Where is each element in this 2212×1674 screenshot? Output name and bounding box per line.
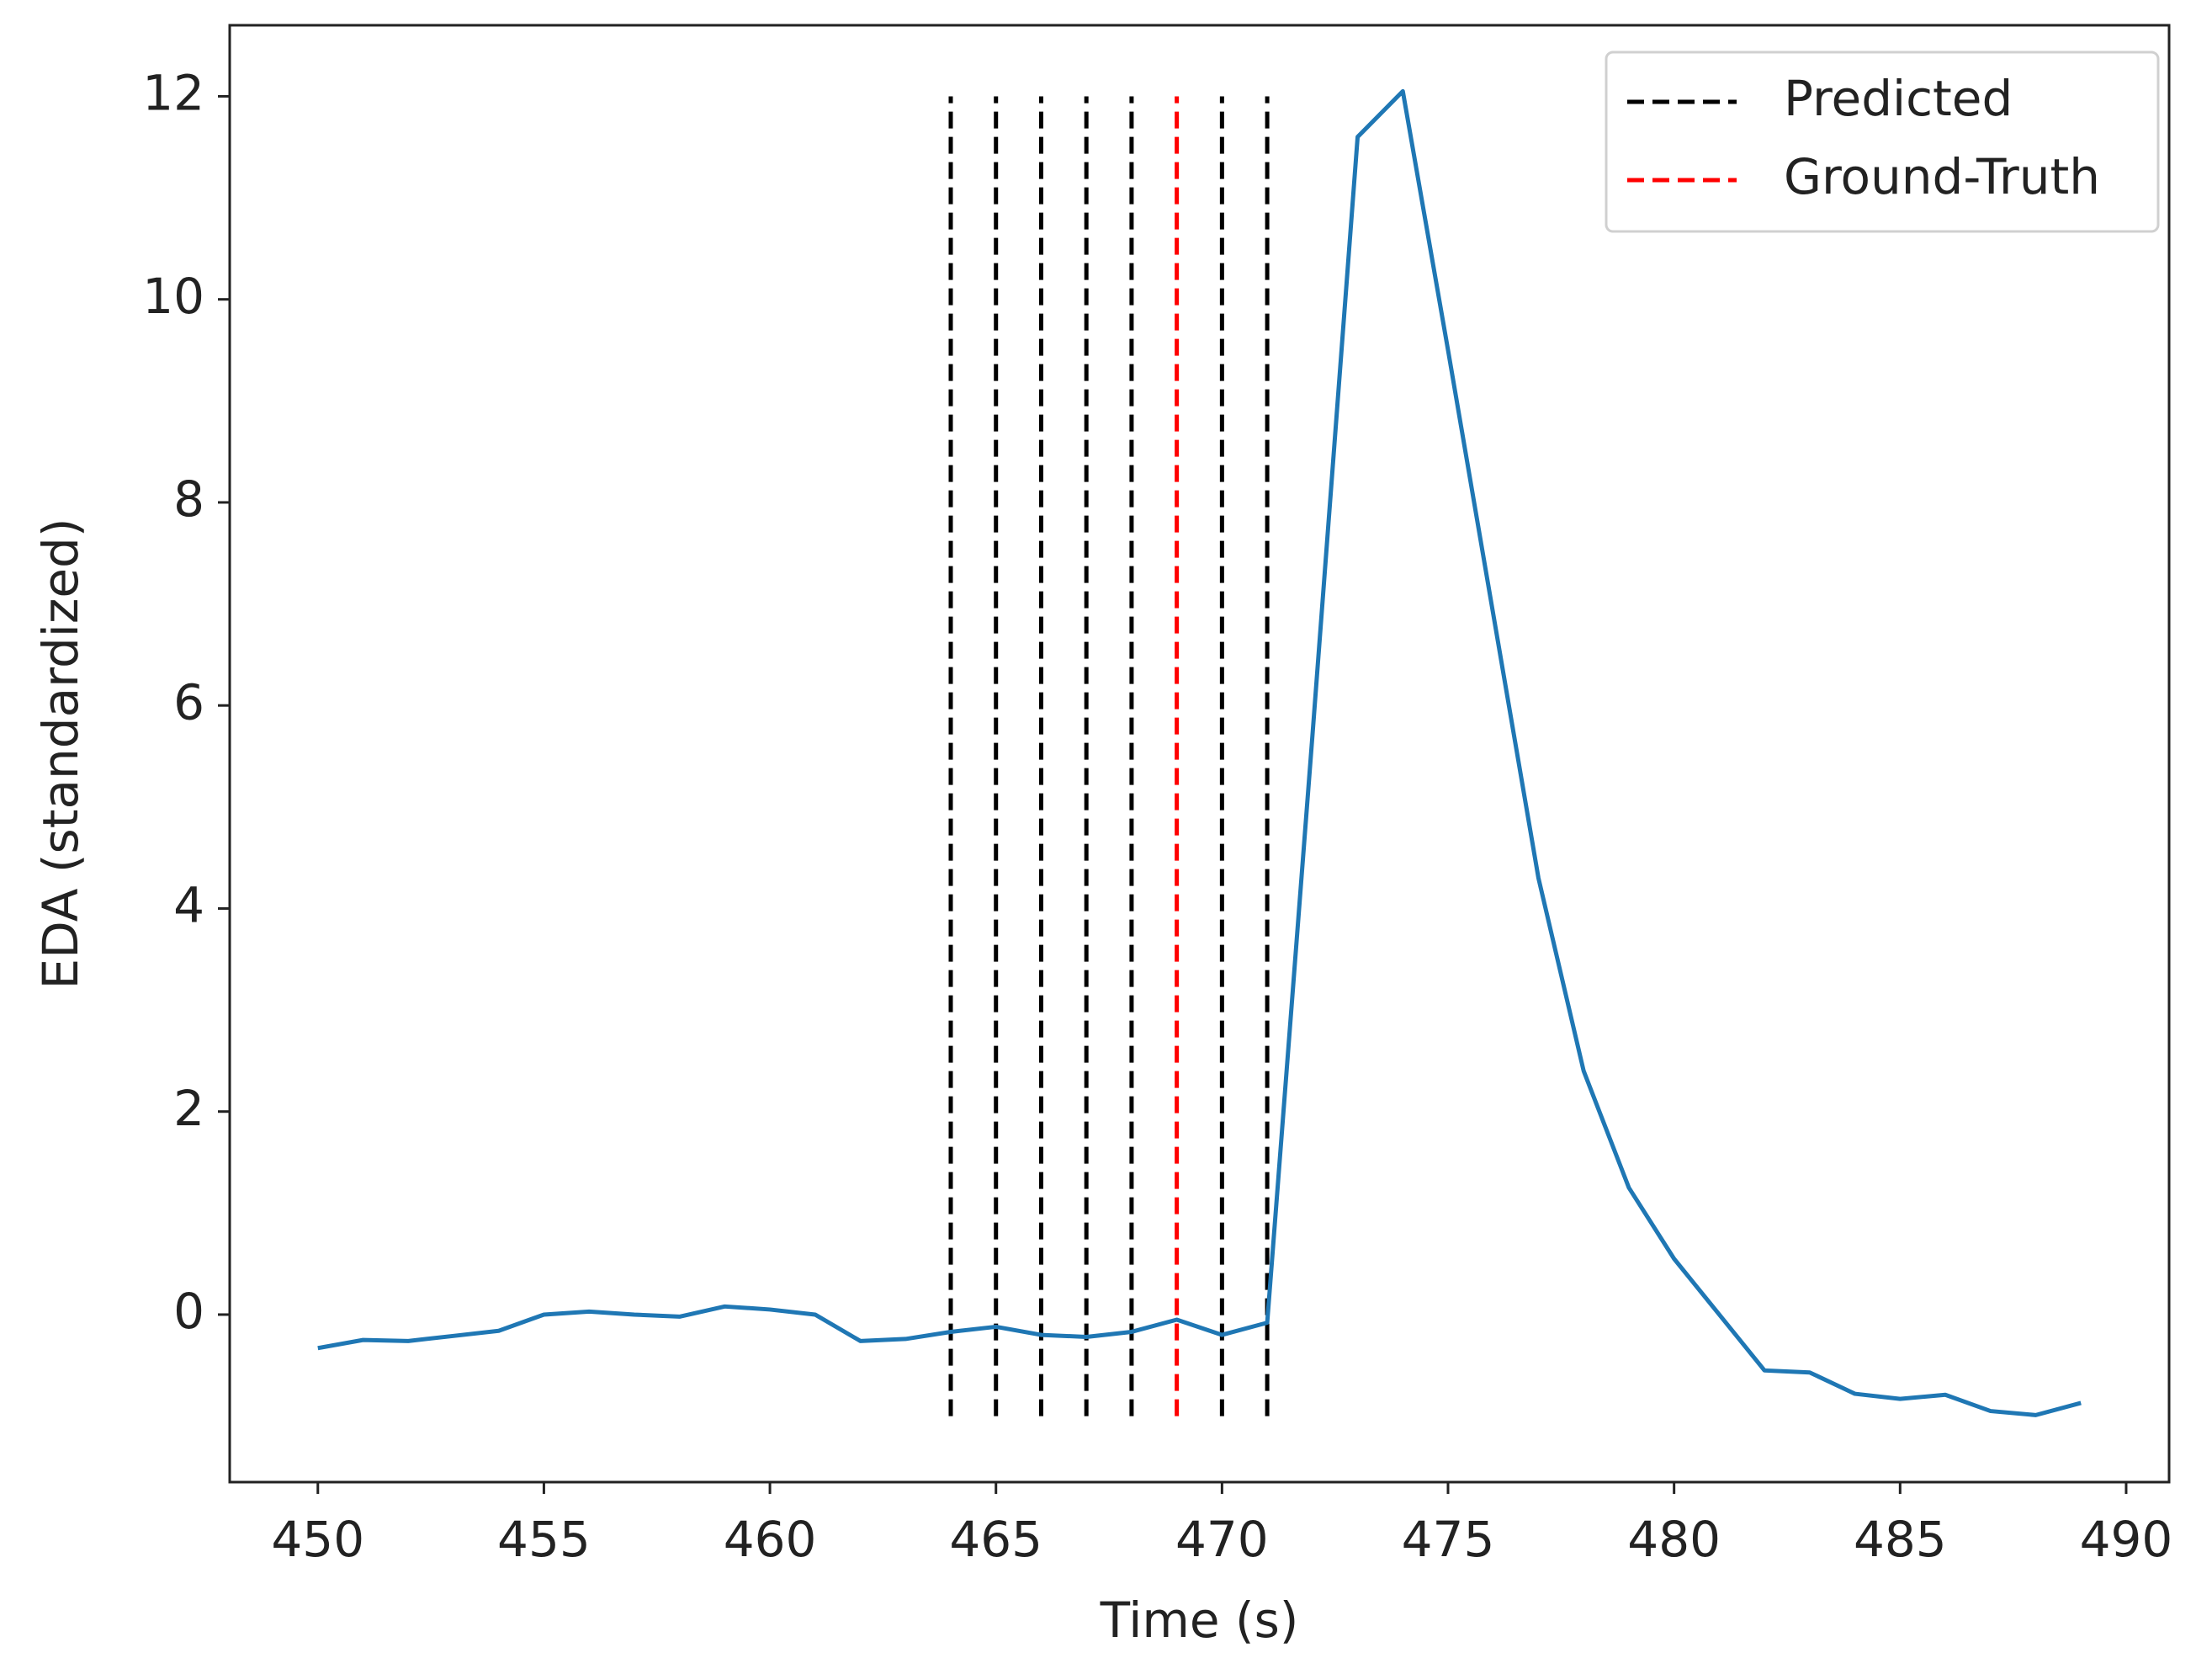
legend-label: Ground-Truth bbox=[1784, 148, 2100, 205]
plot-frame bbox=[228, 24, 2171, 1484]
x-tick-label: 485 bbox=[1854, 1511, 1947, 1568]
y-tick-label: 2 bbox=[173, 1080, 204, 1137]
y-tick-label: 10 bbox=[142, 268, 204, 325]
x-tick-label: 480 bbox=[1627, 1511, 1721, 1568]
x-axis-label: Time (s) bbox=[1100, 1592, 1299, 1649]
x-tick-label: 450 bbox=[271, 1511, 364, 1568]
y-tick-label: 8 bbox=[173, 470, 204, 528]
x-tick-label: 455 bbox=[497, 1511, 591, 1568]
x-tick-label: 460 bbox=[724, 1511, 817, 1568]
legend-label: Predicted bbox=[1784, 70, 2013, 127]
data-line bbox=[317, 88, 2082, 1417]
y-tick-label: 4 bbox=[173, 877, 204, 934]
y-axis-label: EDA (standardized) bbox=[32, 518, 89, 990]
legend-box bbox=[1605, 50, 2160, 233]
x-tick-label: 465 bbox=[949, 1511, 1042, 1568]
x-tick-label: 490 bbox=[2080, 1511, 2173, 1568]
x-tick-label: 475 bbox=[1402, 1511, 1495, 1568]
y-tick-label: 12 bbox=[142, 65, 204, 122]
y-tick-label: 0 bbox=[173, 1283, 204, 1340]
x-tick-label: 470 bbox=[1175, 1511, 1269, 1568]
y-tick-label: 6 bbox=[173, 673, 204, 731]
